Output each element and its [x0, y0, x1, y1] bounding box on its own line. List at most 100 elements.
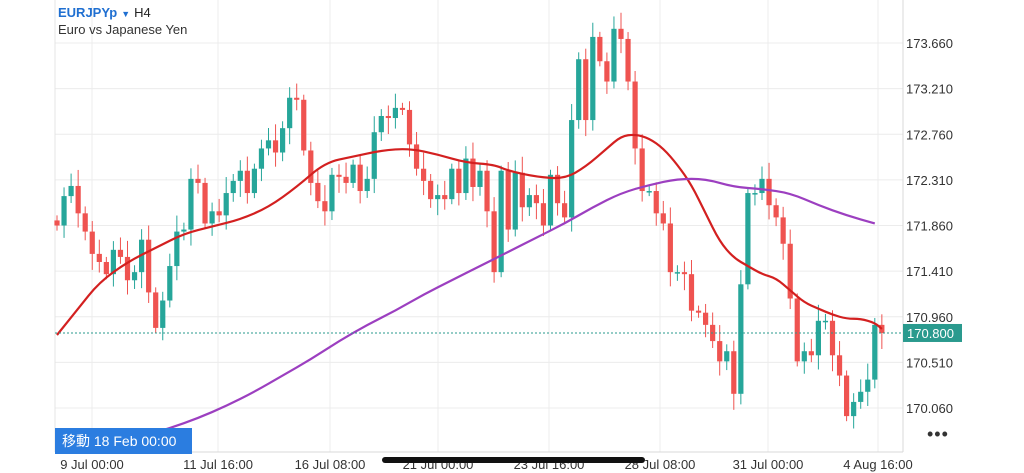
candle-body — [329, 174, 335, 212]
candle-body — [315, 182, 321, 202]
candle-body — [576, 59, 582, 121]
candle-body — [794, 298, 800, 362]
candle-body — [808, 351, 814, 356]
candle-body — [484, 170, 490, 212]
candle-body — [357, 164, 363, 192]
candle-body — [597, 36, 603, 62]
candle-body — [251, 168, 257, 194]
candle-body — [96, 253, 102, 262]
x-tick-label: 31 Jul 00:00 — [733, 457, 804, 472]
candle-body — [463, 158, 469, 194]
x-tick-label: 11 Jul 16:00 — [183, 457, 253, 472]
y-tick-label: 171.860 — [906, 219, 953, 234]
candle-body — [674, 272, 680, 274]
candle-body — [131, 272, 138, 281]
candle-body — [583, 59, 589, 121]
candle-body — [801, 351, 807, 362]
x-tick-label: 4 Aug 16:00 — [843, 457, 912, 472]
candle-body — [216, 211, 222, 216]
candle-body — [836, 355, 843, 376]
candle-body — [110, 249, 116, 275]
candle-body — [287, 97, 293, 129]
candle-body — [540, 203, 547, 226]
candle-body — [237, 170, 243, 181]
candle-body — [526, 195, 532, 208]
candle-body — [822, 320, 829, 323]
symbol-header[interactable]: EURJPYp ▼ H4 — [58, 5, 151, 20]
y-tick-label: 173.210 — [906, 82, 953, 97]
y-tick-label: 170.060 — [906, 401, 953, 416]
candle-body — [780, 217, 786, 244]
candle-body — [385, 116, 391, 119]
candle-body — [611, 28, 617, 82]
candle-body — [491, 211, 497, 273]
x-tick-label: 16 Jul 08:00 — [295, 457, 366, 472]
candle-body — [209, 211, 215, 224]
y-tick-label: 170.960 — [906, 310, 953, 325]
candle-body — [688, 274, 695, 311]
candle-body — [202, 182, 208, 224]
candle-body — [844, 375, 850, 417]
candle-body — [54, 220, 60, 226]
candle-body — [759, 178, 765, 194]
candle-body — [745, 193, 751, 285]
candle-body — [660, 213, 666, 224]
candle-body — [61, 196, 67, 226]
candle-body — [244, 170, 250, 194]
candle-body — [569, 120, 575, 218]
candle-body — [174, 231, 180, 267]
candle-body — [421, 168, 427, 181]
timeframe-label[interactable]: H4 — [134, 5, 151, 20]
symbol-name[interactable]: EURJPYp — [58, 5, 118, 20]
candle-body — [371, 132, 377, 179]
candle-body — [618, 28, 624, 39]
candle-body — [82, 213, 88, 232]
candle-body — [103, 262, 109, 275]
candle-body — [188, 178, 194, 230]
candle-body — [230, 180, 236, 194]
y-tick-label: 171.410 — [906, 264, 953, 279]
candle-body — [731, 351, 737, 394]
candle-body — [667, 223, 673, 273]
candle-body — [872, 324, 878, 380]
candle-body — [505, 170, 511, 230]
candle-body — [160, 300, 166, 328]
candle-body — [604, 61, 610, 82]
candle-body — [590, 36, 596, 121]
candle-body — [738, 284, 744, 394]
candle-body — [477, 170, 483, 187]
candle-body — [153, 292, 159, 328]
move-to-date-button[interactable]: 移動 18 Feb 00:00 — [55, 428, 192, 454]
candle-body — [258, 148, 265, 169]
candle-body — [554, 174, 561, 204]
candle-body — [449, 168, 455, 200]
home-indicator[interactable] — [382, 457, 645, 463]
ma-slow-line — [141, 177, 876, 438]
candle-body — [406, 109, 413, 145]
candle-body — [392, 107, 398, 119]
candle-body — [512, 172, 518, 230]
candle-body — [858, 391, 864, 402]
candle-body — [280, 128, 286, 153]
candle-body — [89, 231, 95, 254]
candle-body — [294, 97, 300, 100]
candle-body — [223, 193, 229, 216]
candle-body — [851, 401, 857, 417]
candle-body — [364, 178, 370, 192]
ellipsis-icon[interactable]: ••• — [927, 424, 949, 444]
candle-body — [68, 185, 74, 197]
candle-body — [308, 150, 314, 183]
candle-body — [75, 185, 81, 214]
candle-body — [146, 239, 152, 293]
candle-body — [272, 140, 279, 153]
candle-body — [181, 229, 187, 232]
candle-body — [456, 168, 462, 194]
candle-body — [167, 266, 173, 301]
candle-body — [399, 107, 406, 110]
candle-body — [639, 148, 645, 192]
chevron-down-icon[interactable]: ▼ — [121, 9, 131, 19]
candle-body — [533, 195, 539, 204]
candle-body — [752, 193, 758, 195]
y-tick-label: 172.310 — [906, 173, 953, 188]
